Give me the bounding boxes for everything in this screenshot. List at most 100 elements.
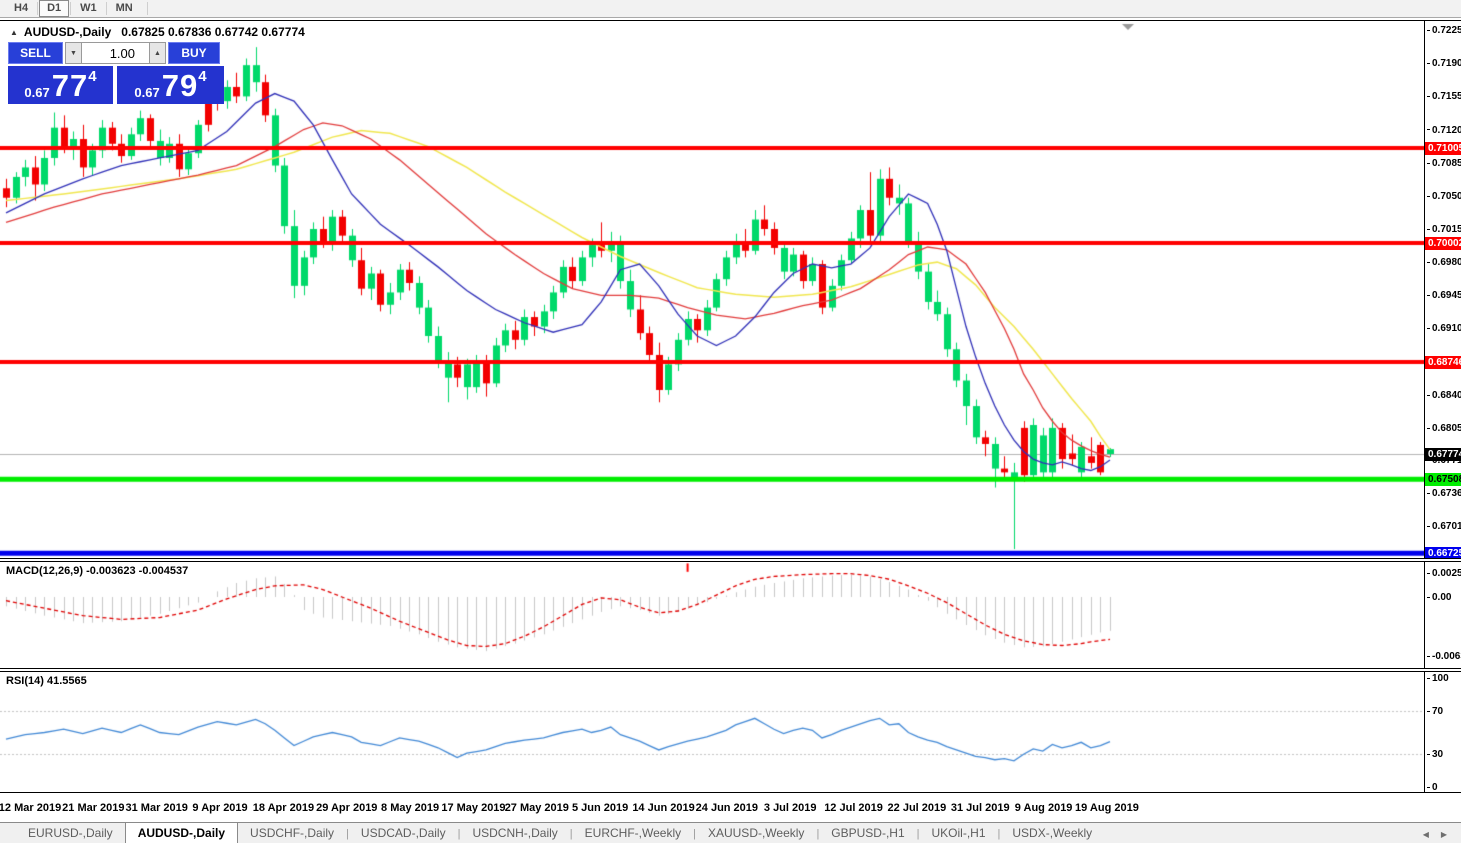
rsi-indicator-label: RSI(14) 41.5565 xyxy=(6,675,87,687)
chart-canvas[interactable] xyxy=(0,21,1424,805)
rsi-axis-tick: 100 xyxy=(1427,673,1449,684)
buy-price-box[interactable]: 0.67 79 4 xyxy=(117,66,224,104)
rsi-axis-tick: 30 xyxy=(1427,749,1443,760)
date-label: 29 Apr 2019 xyxy=(316,802,378,814)
level-price-label: 0.68746 xyxy=(1425,355,1461,369)
scroll-right-icon[interactable]: ▶ xyxy=(1440,830,1447,839)
date-label: 8 May 2019 xyxy=(381,802,440,814)
panel-border xyxy=(0,792,1461,793)
date-label: 27 May 2019 xyxy=(504,802,569,814)
tab-separator: | xyxy=(997,828,1001,840)
date-label: 12 Mar 2019 xyxy=(0,802,62,814)
macd-indicator-label: MACD(12,26,9) -0.003623 -0.004537 xyxy=(6,565,189,577)
date-label: 31 Mar 2019 xyxy=(125,802,188,814)
date-label: 5 Jun 2019 xyxy=(572,802,629,814)
scroll-left-icon[interactable]: ◀ xyxy=(1422,830,1429,839)
chart-tab-gbpusd[interactable]: GBPUSD-,H1 xyxy=(831,826,905,840)
timeframe-d1-button[interactable]: D1 xyxy=(39,0,70,17)
volume-increase-button[interactable]: ▲ xyxy=(149,42,166,64)
date-label: 18 Apr 2019 xyxy=(252,802,315,814)
volume-input[interactable]: 1.00 xyxy=(82,42,149,64)
chart-tab-usdx[interactable]: USDX-,Weekly xyxy=(1012,826,1093,840)
sell-button[interactable]: SELL xyxy=(8,42,63,64)
timeframe-toolbar: H4 D1 W1 MN xyxy=(0,0,1461,18)
tab-separator: | xyxy=(346,828,349,840)
date-label: 14 Jun 2019 xyxy=(632,802,695,814)
level-price-label: 0.67508 xyxy=(1425,473,1461,487)
date-label: 12 Jul 2019 xyxy=(824,802,883,814)
date-axis[interactable]: 12 Mar 2019 21 Mar 2019 31 Mar 2019 9 Apr 2… xyxy=(0,795,1424,822)
timeframe-w1-button[interactable]: W1 xyxy=(80,2,97,14)
tab-separator: | xyxy=(457,828,461,840)
toolbar-separator xyxy=(146,2,148,15)
rsi-panel-resize-handle[interactable] xyxy=(0,668,1461,672)
chart-tab-bar: EURUSD-,Daily AUDUSD-,Daily USDCHF-,Daily |… xyxy=(0,822,1461,843)
ohlc-readout: 0.67825 0.67836 0.67742 0.67774 xyxy=(121,25,305,39)
date-label: 9 Aug 2019 xyxy=(1014,802,1073,814)
chart-tab-eurchf[interactable]: EURCHF-,Weekly xyxy=(584,826,682,840)
chart-tab-eurusd[interactable]: EURUSD-,Daily xyxy=(28,826,113,840)
window-border xyxy=(0,20,1461,21)
macd-axis-tick: 0.002574 xyxy=(1427,568,1461,579)
date-label: 19 Aug 2019 xyxy=(1075,802,1139,814)
chart-tab-usdchf[interactable]: USDCHF-,Daily xyxy=(250,826,335,840)
macd-axis-tick: 0.00 xyxy=(1427,592,1451,603)
date-label: 24 Jun 2019 xyxy=(695,802,759,814)
tab-separator: | xyxy=(569,828,573,840)
toolbar-separator xyxy=(105,2,107,15)
buy-button[interactable]: BUY xyxy=(168,42,220,64)
tab-scroll-controls: ◀ ▶ xyxy=(1423,830,1461,843)
volume-decrease-button[interactable]: ▼ xyxy=(65,42,82,64)
buy-price-main: 79 xyxy=(161,68,199,103)
chart-tab-usdcad[interactable]: USDCAD-,Daily xyxy=(360,826,446,840)
rsi-axis-tick: 70 xyxy=(1427,706,1443,717)
chart-tab-ukoil[interactable]: UKOil-,H1 xyxy=(931,826,986,840)
chevron-down-icon: ▼ xyxy=(70,49,77,57)
tab-separator: | xyxy=(816,828,820,840)
macd-panel-resize-handle[interactable] xyxy=(0,558,1461,562)
sell-price-prefix: 0.67 xyxy=(24,85,50,100)
chart-tab-usdcnh[interactable]: USDCNH-,Daily xyxy=(472,826,558,840)
date-label: 3 Jul 2019 xyxy=(763,802,817,814)
collapse-panel-icon[interactable]: ▲ xyxy=(10,28,18,37)
buy-price-prefix: 0.67 xyxy=(134,85,160,100)
current-price-label: 0.67774 xyxy=(1425,448,1461,461)
date-label: 17 May 2019 xyxy=(441,802,506,814)
tab-separator: | xyxy=(916,828,920,840)
chart-tab-xauusd[interactable]: XAUUSD-,Weekly xyxy=(707,826,805,840)
sell-price-box[interactable]: 0.67 77 4 xyxy=(8,66,113,104)
timeframe-h4-button[interactable]: H4 xyxy=(14,2,29,14)
chart-tab-audusd[interactable]: AUDUSD-,Daily xyxy=(124,822,239,843)
sell-price-pip: 4 xyxy=(88,68,97,85)
chevron-up-icon: ▲ xyxy=(154,49,161,57)
level-price-label: 0.66725 xyxy=(1425,547,1461,561)
buy-price-pip: 4 xyxy=(198,68,207,85)
chart-title: ▲ AUDUSD-,Daily 0.67825 0.67836 0.67742 0.… xyxy=(10,25,305,39)
symbol-label: AUDUSD-,Daily xyxy=(23,25,112,39)
level-price-label: 0.70002 xyxy=(1425,237,1461,250)
date-label: 21 Mar 2019 xyxy=(62,802,125,814)
date-label: 9 Apr 2019 xyxy=(192,802,248,814)
toolbar-separator xyxy=(70,2,72,15)
tab-separator: | xyxy=(693,828,696,840)
one-click-trade-panel: SELL ▼ 1.00 ▲ BUY 0.67 77 4 0.67 79 4 xyxy=(8,42,224,104)
rsi-axis-tick: 0 xyxy=(1427,782,1438,793)
level-price-label: 0.71005 xyxy=(1425,142,1461,156)
timeframe-mn-button[interactable]: MN xyxy=(115,2,133,14)
date-label: 31 Jul 2019 xyxy=(950,802,1010,814)
